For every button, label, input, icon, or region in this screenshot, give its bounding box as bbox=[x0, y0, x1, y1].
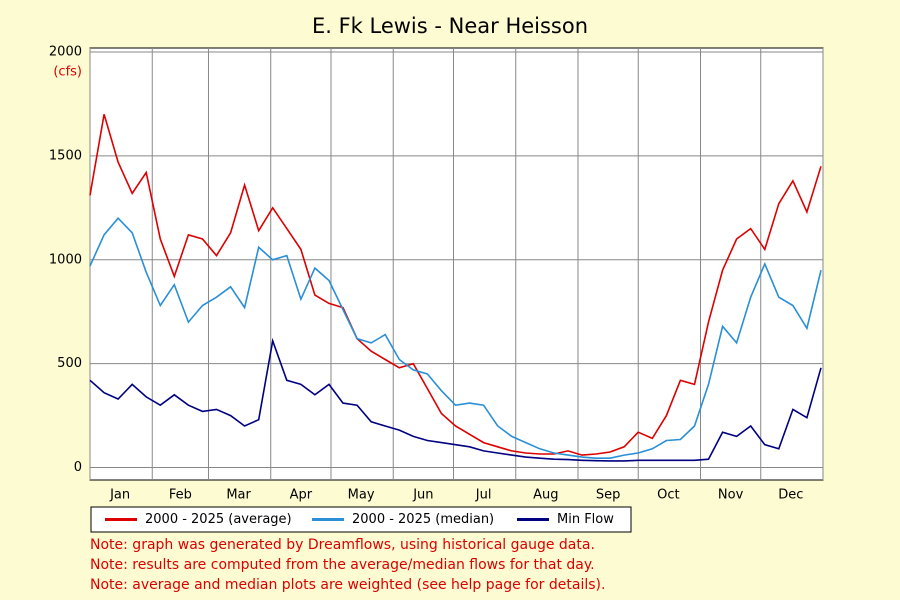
x-tick-label: Aug bbox=[533, 488, 558, 503]
series-line bbox=[89, 114, 822, 456]
y-unit: (cfs) bbox=[53, 65, 82, 80]
series-line bbox=[89, 217, 822, 459]
x-tick-label: Jul bbox=[475, 488, 492, 503]
y-tick-label: 500 bbox=[57, 356, 82, 371]
legend-label: Min Flow bbox=[557, 512, 614, 527]
y-tick-label: 1000 bbox=[49, 252, 82, 267]
y-tick-label: 2000 bbox=[49, 45, 82, 60]
note: Note: average and median plots are weigh… bbox=[90, 577, 605, 593]
legend-label: 2000 - 2025 (average) bbox=[145, 512, 292, 527]
x-tick-label: Sep bbox=[596, 488, 621, 503]
x-tick-label: Nov bbox=[718, 488, 744, 503]
x-tick-label: Oct bbox=[657, 488, 679, 503]
x-tick-label: Dec bbox=[778, 488, 803, 503]
x-tick-label: Mar bbox=[226, 488, 251, 503]
chart-title: E. Fk Lewis - Near Heisson bbox=[312, 14, 588, 38]
note: Note: graph was generated by Dreamflows,… bbox=[90, 537, 595, 553]
x-tick-label: Feb bbox=[169, 488, 192, 503]
legend-label: 2000 - 2025 (median) bbox=[352, 512, 494, 527]
x-tick-label: Jun bbox=[412, 488, 433, 503]
plot-area bbox=[89, 47, 824, 481]
x-tick-label: Jan bbox=[109, 488, 130, 503]
y-tick-label: 0 bbox=[74, 460, 82, 475]
series-line bbox=[89, 337, 822, 462]
x-tick-label: May bbox=[348, 488, 375, 503]
y-tick-label: 1500 bbox=[49, 148, 82, 163]
note: Note: results are computed from the aver… bbox=[90, 557, 595, 573]
x-tick-label: Apr bbox=[290, 488, 313, 503]
